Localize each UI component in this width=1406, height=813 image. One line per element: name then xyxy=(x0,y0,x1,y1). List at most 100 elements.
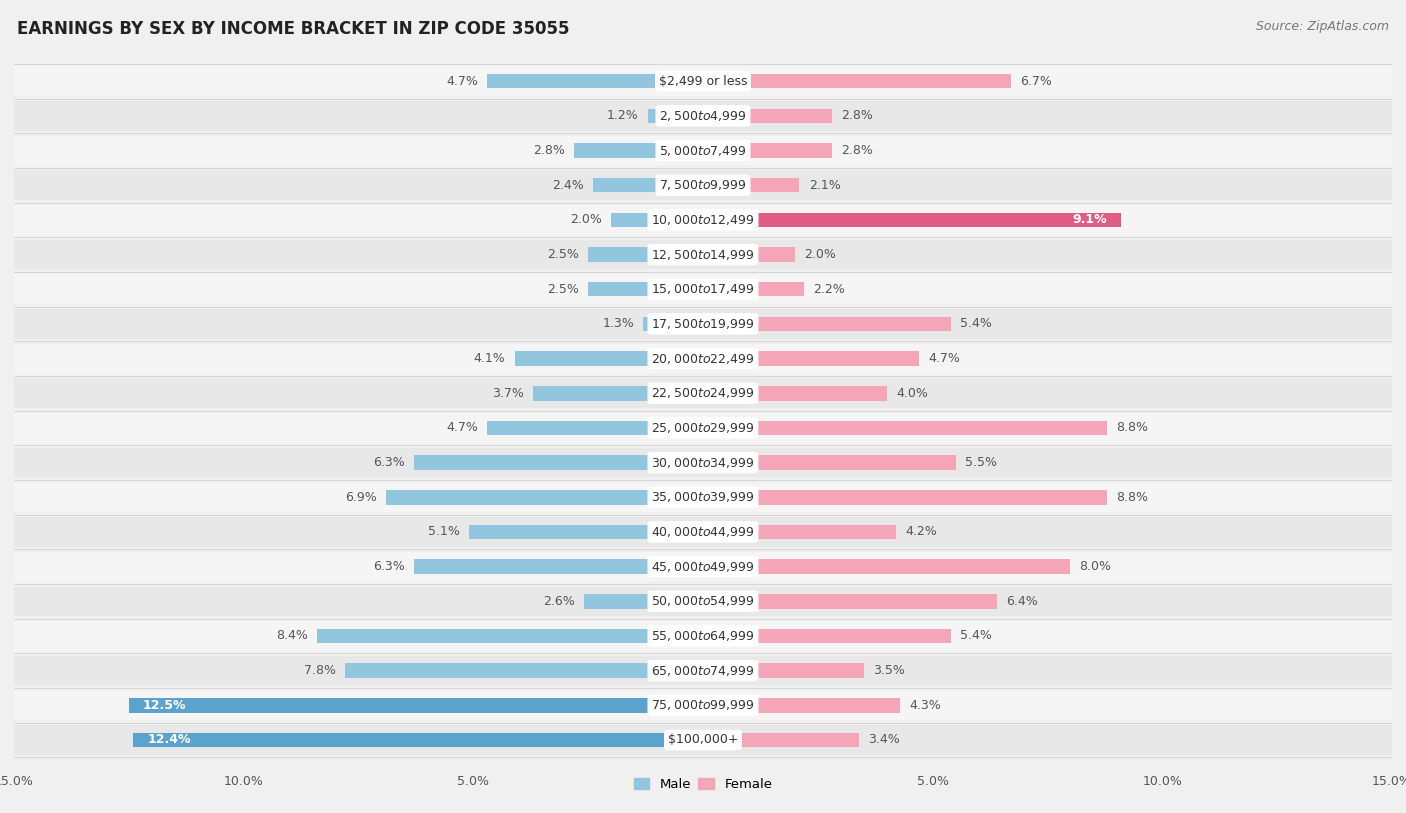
Text: 5.1%: 5.1% xyxy=(427,525,460,538)
Bar xyxy=(703,109,831,123)
Text: 4.7%: 4.7% xyxy=(928,352,960,365)
Text: $7,500 to $9,999: $7,500 to $9,999 xyxy=(659,178,747,192)
Bar xyxy=(14,690,1392,720)
Text: $2,500 to $4,999: $2,500 to $4,999 xyxy=(659,109,747,123)
Bar xyxy=(703,524,896,539)
Bar xyxy=(703,594,997,609)
Text: 8.8%: 8.8% xyxy=(1116,421,1149,434)
Bar xyxy=(575,143,703,158)
Text: 2.5%: 2.5% xyxy=(547,248,579,261)
Text: $22,500 to $24,999: $22,500 to $24,999 xyxy=(651,386,755,400)
Bar xyxy=(14,275,1392,304)
Bar xyxy=(486,74,703,89)
Bar xyxy=(134,733,703,747)
Bar xyxy=(703,178,800,193)
Bar xyxy=(318,628,703,643)
Bar xyxy=(703,420,1107,435)
Text: 4.7%: 4.7% xyxy=(446,421,478,434)
Text: 6.4%: 6.4% xyxy=(1007,595,1038,608)
Bar xyxy=(14,67,1392,96)
Bar xyxy=(14,413,1392,442)
Bar xyxy=(14,552,1392,581)
Bar xyxy=(533,386,703,401)
Text: 4.2%: 4.2% xyxy=(905,525,936,538)
Text: 6.7%: 6.7% xyxy=(1019,75,1052,88)
Text: $12,500 to $14,999: $12,500 to $14,999 xyxy=(651,247,755,262)
Text: 2.6%: 2.6% xyxy=(543,595,575,608)
Bar xyxy=(486,420,703,435)
Bar xyxy=(413,559,703,574)
Bar xyxy=(703,386,887,401)
Bar xyxy=(14,240,1392,269)
Text: $45,000 to $49,999: $45,000 to $49,999 xyxy=(651,559,755,574)
Text: 4.3%: 4.3% xyxy=(910,699,942,711)
Text: $55,000 to $64,999: $55,000 to $64,999 xyxy=(651,629,755,643)
Text: $100,000+: $100,000+ xyxy=(668,733,738,746)
Bar xyxy=(703,663,863,678)
Bar xyxy=(588,247,703,262)
Text: 4.1%: 4.1% xyxy=(474,352,506,365)
Text: 8.4%: 8.4% xyxy=(276,629,308,642)
Text: $25,000 to $29,999: $25,000 to $29,999 xyxy=(651,421,755,435)
Text: 5.4%: 5.4% xyxy=(960,317,993,330)
Text: 12.4%: 12.4% xyxy=(148,733,191,746)
Bar xyxy=(583,594,703,609)
Text: 2.4%: 2.4% xyxy=(551,179,583,192)
Bar xyxy=(703,733,859,747)
Text: 9.1%: 9.1% xyxy=(1073,213,1107,226)
Text: $75,000 to $99,999: $75,000 to $99,999 xyxy=(651,698,755,712)
Text: $20,000 to $22,499: $20,000 to $22,499 xyxy=(651,351,755,366)
Text: $2,499 or less: $2,499 or less xyxy=(659,75,747,88)
Bar xyxy=(14,136,1392,165)
Bar xyxy=(515,351,703,366)
Bar xyxy=(703,74,1011,89)
Text: 2.8%: 2.8% xyxy=(533,144,565,157)
Bar xyxy=(129,698,703,712)
Text: 2.8%: 2.8% xyxy=(841,110,873,122)
Text: $10,000 to $12,499: $10,000 to $12,499 xyxy=(651,213,755,227)
Text: 2.0%: 2.0% xyxy=(804,248,837,261)
Bar xyxy=(14,656,1392,685)
Text: 6.9%: 6.9% xyxy=(344,491,377,504)
Bar xyxy=(14,586,1392,616)
Text: $35,000 to $39,999: $35,000 to $39,999 xyxy=(651,490,755,504)
Bar xyxy=(703,316,950,331)
Bar xyxy=(703,698,900,712)
Text: 12.5%: 12.5% xyxy=(142,699,186,711)
Text: $17,500 to $19,999: $17,500 to $19,999 xyxy=(651,317,755,331)
Bar xyxy=(14,171,1392,200)
Bar xyxy=(413,455,703,470)
Text: 5.4%: 5.4% xyxy=(960,629,993,642)
Bar xyxy=(703,455,956,470)
Text: 3.4%: 3.4% xyxy=(869,733,900,746)
Bar xyxy=(703,351,920,366)
Bar xyxy=(14,517,1392,546)
Bar xyxy=(588,282,703,297)
Bar xyxy=(344,663,703,678)
Bar xyxy=(703,247,794,262)
Bar xyxy=(612,212,703,227)
Bar xyxy=(14,621,1392,650)
Bar xyxy=(468,524,703,539)
Text: 2.1%: 2.1% xyxy=(808,179,841,192)
Text: $5,000 to $7,499: $5,000 to $7,499 xyxy=(659,144,747,158)
Bar xyxy=(14,482,1392,512)
Text: 3.7%: 3.7% xyxy=(492,387,524,400)
Bar xyxy=(703,212,1121,227)
Bar xyxy=(387,490,703,505)
Bar xyxy=(14,205,1392,235)
Text: $30,000 to $34,999: $30,000 to $34,999 xyxy=(651,455,755,470)
Text: 2.0%: 2.0% xyxy=(569,213,602,226)
Bar xyxy=(703,490,1107,505)
Text: 1.2%: 1.2% xyxy=(607,110,638,122)
Bar xyxy=(703,282,804,297)
Text: Source: ZipAtlas.com: Source: ZipAtlas.com xyxy=(1256,20,1389,33)
Text: 2.2%: 2.2% xyxy=(813,283,845,296)
Text: 5.5%: 5.5% xyxy=(965,456,997,469)
Text: $15,000 to $17,499: $15,000 to $17,499 xyxy=(651,282,755,296)
Bar xyxy=(703,559,1070,574)
Bar xyxy=(593,178,703,193)
Bar xyxy=(14,379,1392,408)
Text: $65,000 to $74,999: $65,000 to $74,999 xyxy=(651,663,755,677)
Text: EARNINGS BY SEX BY INCOME BRACKET IN ZIP CODE 35055: EARNINGS BY SEX BY INCOME BRACKET IN ZIP… xyxy=(17,20,569,38)
